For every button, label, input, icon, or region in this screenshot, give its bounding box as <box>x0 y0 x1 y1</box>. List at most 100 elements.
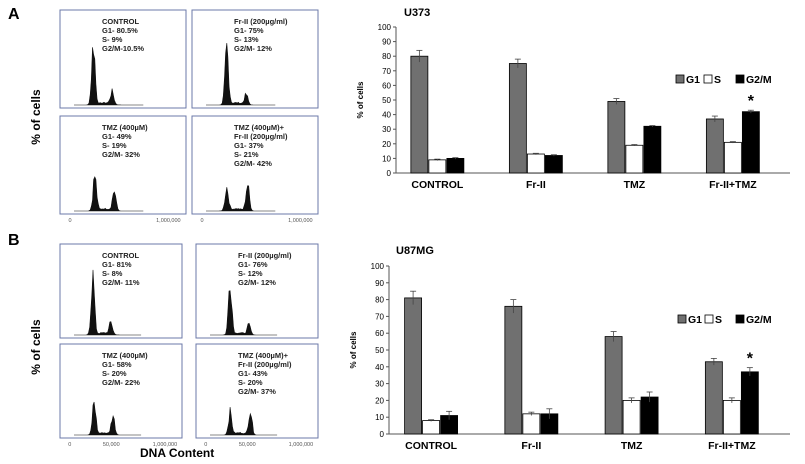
histogram-tick-label: 0 <box>69 218 72 224</box>
histogram-panel-a-4: TMZ (400µM)+Fr-II (200µg/ml)G1- 37%S- 21… <box>191 115 319 224</box>
legend-swatch-S <box>703 74 713 84</box>
bar-G1-2 <box>504 305 523 435</box>
histogram-label-line: G1- 37% <box>234 141 264 150</box>
bar-S-3 <box>622 399 641 435</box>
panel-b-label: B <box>8 232 20 249</box>
y-tick-label: 90 <box>382 38 391 47</box>
bar-S-3 <box>625 144 644 174</box>
x-tick-label: CONTROL <box>405 440 457 452</box>
bar-G1-3 <box>604 336 623 435</box>
histogram-label-line: G2/M- 22% <box>102 378 140 387</box>
bar-S-2 <box>526 153 545 174</box>
y-tick-label: 0 <box>387 169 392 178</box>
bar-G2M-1 <box>446 157 465 174</box>
histogram-label-line: S- 12% <box>238 269 263 278</box>
y-tick-label: 0 <box>380 430 385 439</box>
histogram-label-line: S- 9% <box>102 35 123 44</box>
y-tick-label: 20 <box>375 396 384 405</box>
histogram-frame <box>195 343 319 439</box>
bar-S-2 <box>522 413 541 435</box>
histogram-label-line: Fr-II (200µg/ml) <box>238 360 292 369</box>
histogram-frame <box>59 9 187 109</box>
histogram-label-line: Fr-II (200µg/ml) <box>238 251 292 260</box>
legend-swatch-S <box>704 314 714 324</box>
histogram-label-line: G1- 76% <box>238 260 268 269</box>
y-tick-label: 70 <box>382 67 391 76</box>
y-tick-label: 100 <box>371 262 385 271</box>
histogram-label-line: G2/M- 37% <box>238 387 276 396</box>
y-tick-label: 30 <box>375 380 384 389</box>
x-tick-label: CONTROL <box>411 179 463 191</box>
histogram-frame <box>59 243 183 339</box>
bar-G2M-4 <box>740 371 759 435</box>
bar-G2M-3 <box>643 125 662 174</box>
histogram-tick-label: 1,000,000 <box>156 218 180 224</box>
y-tick-label: 50 <box>382 96 391 105</box>
y-tick-label: 70 <box>375 312 384 321</box>
histogram-label-line: G1- 81% <box>102 260 132 269</box>
histogram-label-line: TMZ (400µM)+ <box>234 123 285 132</box>
bar-G2M-2 <box>544 155 563 174</box>
chart-title: U87MG <box>396 245 434 257</box>
histogram-label-line: S- 20% <box>102 369 127 378</box>
bar-chart-2: 0 10 20 30 40 50 60 70 80 90 100 % of cells CONTROL F… <box>349 262 790 452</box>
legend-label: G1 <box>686 74 700 86</box>
histogram-label-line: G1- 75% <box>234 26 264 35</box>
legend-label: G2/M <box>746 314 772 326</box>
y-tick-label: 50 <box>375 346 384 355</box>
histogram-label-line: S- 8% <box>102 269 123 278</box>
histogram-label-line: S- 13% <box>234 35 259 44</box>
y-axis-label: % of cells <box>349 331 358 368</box>
histogram-tick-label: 50,000 <box>103 442 120 448</box>
legend-swatch-G1 <box>675 74 685 84</box>
bar-chart-1: 0 10 20 30 40 50 60 70 80 90 100 % of cells CONTROL F… <box>356 23 790 191</box>
bar-G1-1 <box>404 297 423 435</box>
histogram-tick-label: 0 <box>204 442 207 448</box>
bar-S-1 <box>422 420 441 435</box>
y-tick-label: 80 <box>375 296 384 305</box>
histogram-panel-b-3: TMZ (400µM)G1- 58%S- 20%G2/M- 22% 0 50,000… <box>59 343 183 448</box>
x-tick-label: Fr-II <box>521 440 541 452</box>
histogram-trace <box>74 47 144 106</box>
y-tick-label: 10 <box>382 154 391 163</box>
histogram-panel-b-4: TMZ (400µM)+Fr-II (200µg/ml)G1- 43%S- 20… <box>195 343 319 448</box>
y-tick-label: 80 <box>382 52 391 61</box>
histogram-label-line: TMZ (400µM)+ <box>238 351 289 360</box>
y-tick-label: 60 <box>382 81 391 90</box>
legend-swatch-G2M <box>735 74 745 84</box>
chart-title: U373 <box>404 7 430 19</box>
histogram-label-line: G2/M- 12% <box>238 278 276 287</box>
histogram-label-line: S- 21% <box>234 150 259 159</box>
histogram-label-line: G1- 43% <box>238 369 268 378</box>
histogram-frame <box>191 115 319 215</box>
histogram-frame <box>191 9 319 109</box>
x-tick-label: Fr-II <box>526 179 546 191</box>
significance-asterisk: * <box>748 93 755 110</box>
histogram-label-line: TMZ (400µM) <box>102 123 148 132</box>
bar-G1-3 <box>607 101 626 174</box>
y-tick-label: 40 <box>382 111 391 120</box>
bar-S-4 <box>722 399 741 435</box>
x-tick-label: Fr-II+TMZ <box>708 440 756 452</box>
legend-label: S <box>714 74 721 86</box>
histogram-tick-label: 1,000,000 <box>153 442 177 448</box>
legend-label: G2/M <box>746 74 772 86</box>
histogram-panel-a-3: TMZ (400µM)G1- 49%S- 19%G2/M- 32% 0 1,000,… <box>59 115 187 224</box>
bar-G1-2 <box>508 63 527 174</box>
histogram-label-line: Fr-II (200µg/ml) <box>234 17 288 26</box>
histogram-label-line: G2/M- 12% <box>234 44 272 53</box>
y-tick-label: 100 <box>378 23 392 32</box>
y-tick-label: 90 <box>375 279 384 288</box>
histogram-trace <box>74 269 142 336</box>
x-tick-label: TMZ <box>621 440 643 452</box>
histogram-label-line: S- 20% <box>238 378 263 387</box>
histogram-label-line: G1- 49% <box>102 132 132 141</box>
significance-asterisk: * <box>747 351 754 368</box>
histogram-tick-label: 0 <box>68 442 71 448</box>
legend-label: S <box>715 314 722 326</box>
histogram-trace <box>206 42 276 106</box>
histogram-label-line: G2/M-10.5% <box>102 44 144 53</box>
legend-label: G1 <box>688 314 702 326</box>
